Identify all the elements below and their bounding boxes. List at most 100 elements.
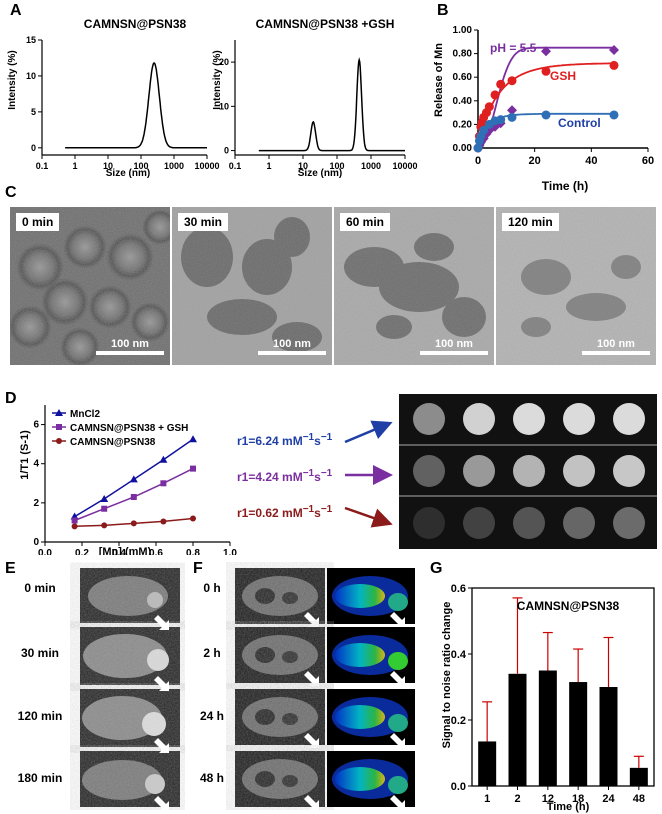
x-tick-label: 0 [475,155,481,167]
phantom-well [563,455,595,487]
arrow-icon [390,795,405,810]
y-tick-label: 20 [219,57,229,67]
data-point [490,90,500,100]
panel-label-f: F [193,560,203,577]
y-tick-label: 0 [33,537,39,548]
arrow-icon [154,796,169,810]
tem-frame-0min: 0 min 100 nm [10,207,170,365]
data-point [189,435,197,443]
dls-curve [258,56,405,152]
scale-bar: 100 nm [420,338,488,355]
y-tick-label: 0.40 [453,96,473,107]
heat-organ [335,705,385,729]
y-tick-label: 15 [26,35,36,45]
mri-slice-30min [80,627,180,685]
x-tick-label: 24 [602,793,615,805]
heat-tumor [388,652,408,670]
phantom-well [463,403,495,435]
d-ylabel: 1/T1 (S-1) [19,430,31,480]
data-point [609,45,619,56]
f-time-24: 24 h [200,709,224,723]
data-point [101,505,108,512]
tem-time-label: 0 min [16,213,60,231]
x-tick-label: 10000 [194,161,219,171]
x-tick-label: 100 [329,161,344,171]
mri-slice-180min [80,751,180,807]
x-tick-label: 1 [484,793,490,805]
data-point [507,76,517,86]
x-tick-label: 0.1 [36,161,49,171]
x-tick-label: 0.0 [38,548,52,555]
panel-g-chart: 0.00.20.40.61 2 12 18 24 48 Signal to noise r… [441,583,655,813]
plot-frame [471,587,655,787]
g-plot: 0.00.20.40.61 2 12 18 24 48 [451,583,655,805]
x-tick-label: 10000 [392,161,417,171]
heat-organ [335,643,385,667]
d-xlabel: [Mn] (mM) [99,546,152,555]
arrow-icon [390,612,405,627]
heat-organ [335,767,385,791]
data-point [71,523,78,530]
tem-image-0min [10,207,170,365]
heat-tumor [388,714,408,732]
a2-ylabel: Intensity (%) [212,50,223,109]
x-tick-label: 12 [542,793,554,805]
y-tick-label: 0.2 [451,715,466,727]
bar [538,670,557,786]
x-tick-label: 20 [529,155,541,167]
mri-slice-0min [80,568,180,623]
data-point [101,522,108,529]
phantom-well [463,455,495,487]
x-tick-label: 1000 [164,161,184,171]
y-tick-label: 0.20 [453,119,473,130]
arrow-icon [304,671,319,686]
b-legend-gsh: GSH [550,69,576,83]
relaxivity-label-psn38: r1=0.62 mM−1s−1 [237,504,333,520]
x-tick-label: 0.2 [75,548,89,555]
a2-title: CAMNSN@PSN38 +GSH [256,17,395,31]
panel-label-c: C [5,184,17,201]
y-tick-label: 0.6 [451,583,466,595]
arrow-icon [154,738,169,753]
mri-row [235,627,415,686]
x-tick-label: 0.8 [186,548,200,555]
data-point [541,66,551,76]
y-tick-label: 10 [219,101,229,111]
panel-f-mri: 0 h 2 h 24 h 48 h [200,568,415,810]
y-tick-label: 6 [33,420,39,431]
data-point [507,105,517,116]
data-point [479,125,489,135]
y-tick-label: 0.60 [453,72,473,83]
data-point [484,102,494,112]
data-point [160,480,167,487]
arrow-icon [390,671,405,686]
f-time-0: 0 h [203,581,220,595]
bar [478,741,497,786]
data-point [100,494,109,502]
panel-d-chart: 0.0 0.2 0.4 0.6 0.8 1.0 0 2 4 6 1/T1 (S-1) [Mn] (… [19,405,237,555]
x-tick-label: 40 [585,155,597,167]
phantom-well [513,507,545,539]
panel-label-d: D [5,390,17,407]
panel-label-e: E [5,560,16,577]
tem-frame-120min: 120 min 100 nm [496,207,656,365]
y-tick-label: 0.00 [453,143,473,154]
arrow-icon [390,733,405,748]
d-plot: 0.0 0.2 0.4 0.6 0.8 1.0 0 2 4 6 [33,405,237,555]
heat-organ [335,584,385,608]
phantom-well [413,507,445,539]
a2-plot: 0.1 1 10 100 1000 10000 0 10 20 [219,40,418,171]
phantom-well [413,455,445,487]
data-point [160,518,167,525]
a2-xlabel: Size (nm) [298,168,342,179]
tem-image-120min [496,207,656,365]
panel-label-b: B [437,2,449,19]
tem-time-label: 30 min [178,213,229,231]
data-point [609,60,619,70]
d-legend: MnCl2 CAMNSN@PSN38 + GSH CAMNSN@PSN38 [52,409,188,448]
d-legend-psn38: CAMNSN@PSN38 [70,437,156,448]
arrow-icon [304,612,319,627]
arrow-icon [154,615,169,630]
e-time-120: 120 min [18,709,63,723]
tem-image-60min [334,207,494,365]
